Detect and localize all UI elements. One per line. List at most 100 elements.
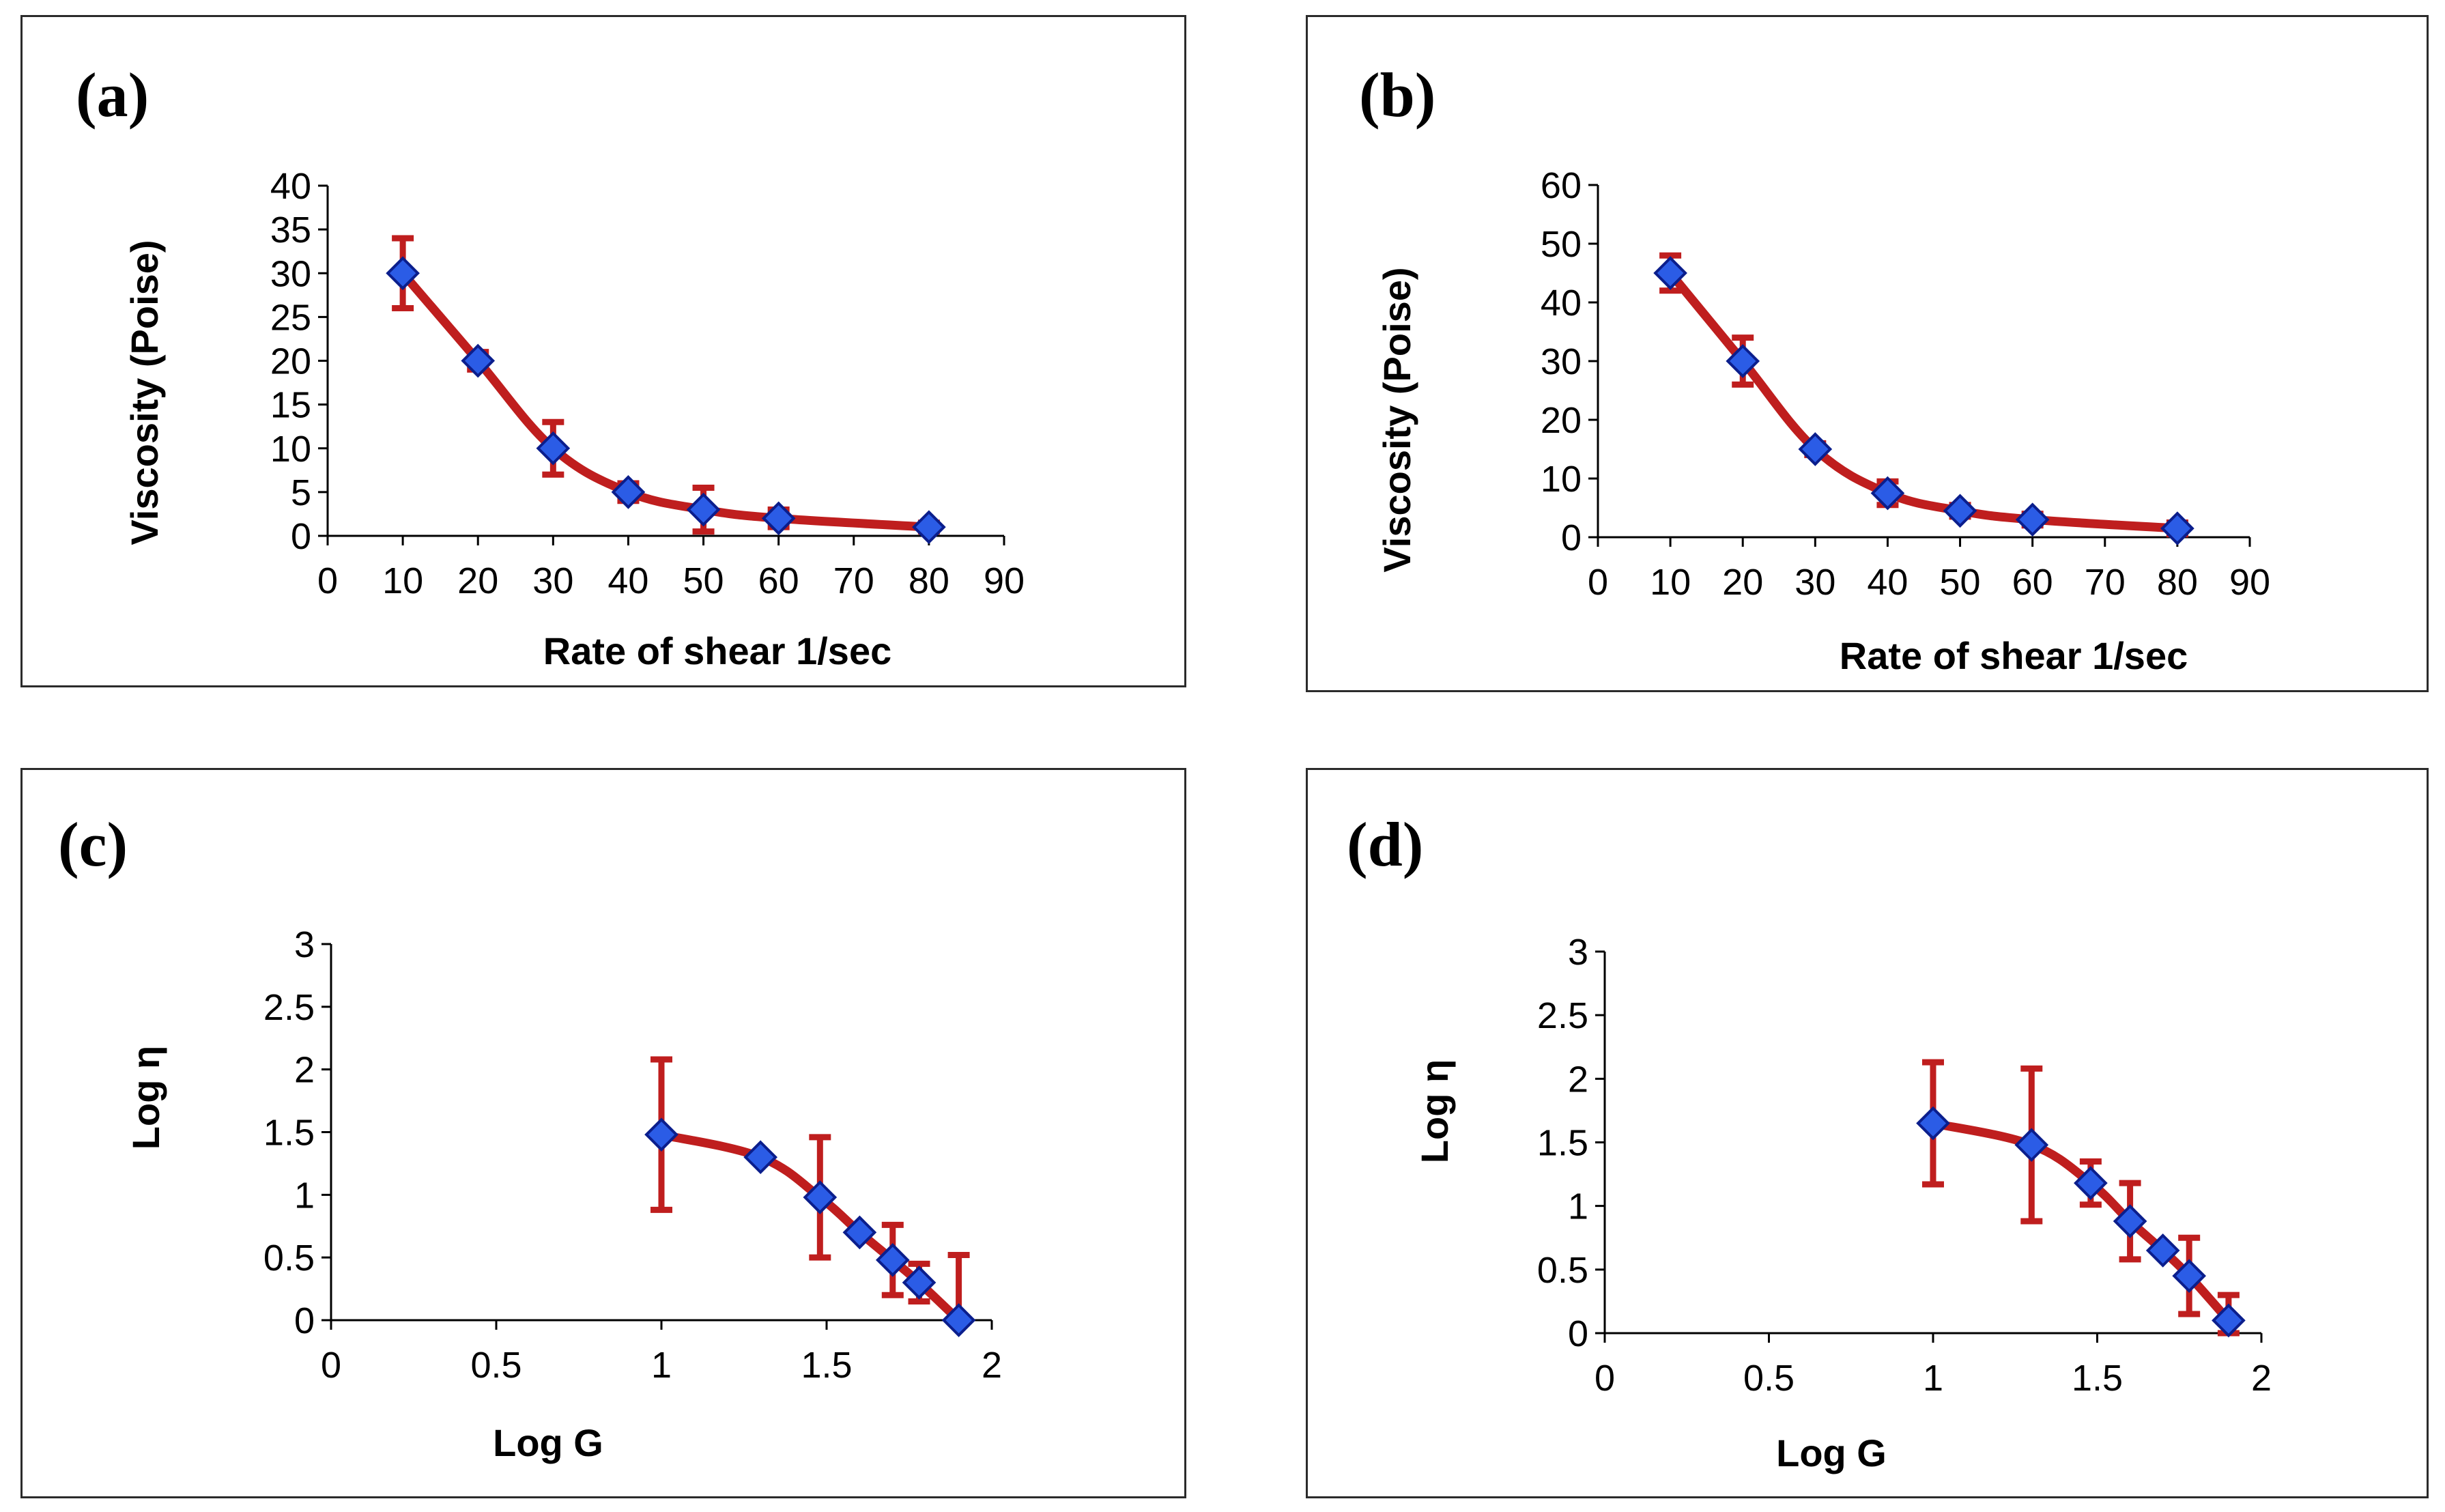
data-point (1916, 1106, 1950, 1141)
data-point (386, 256, 420, 291)
x-tick-label: 1.5 (2072, 1358, 2123, 1399)
panel-label: (d) (1347, 810, 1423, 879)
x-tick-label: 80 (2157, 562, 2198, 603)
y-tick-label: 30 (270, 253, 311, 294)
y-tick-label: 0 (294, 1300, 315, 1341)
data-point (2113, 1204, 2147, 1238)
y-tick-label: 0.5 (1537, 1250, 1588, 1291)
y-tick-label: 10 (1541, 459, 1582, 500)
panel-label: (c) (58, 810, 128, 879)
y-axis-label: Log η (1413, 1059, 1456, 1163)
data-point (743, 1140, 778, 1175)
panel-label: (b) (1359, 60, 1435, 130)
y-tick-label: 3 (294, 924, 315, 965)
x-tick-label: 0.5 (1743, 1358, 1795, 1399)
data-point (941, 1303, 976, 1337)
y-tick-label: 2.5 (1537, 995, 1588, 1036)
y-tick-label: 20 (270, 341, 311, 382)
data-point (761, 501, 796, 536)
data-point (686, 492, 721, 527)
x-axis-label: Log G (1776, 1431, 1887, 1474)
data-point (1870, 476, 1905, 511)
chart-panel-b: (b) 0 10 20 30 40 50 60 0 10 20 30 40 50 60 70 80 90 Rat… (1306, 15, 2429, 692)
y-tick-label: 5 (291, 472, 311, 513)
data-point (2074, 1166, 2108, 1200)
x-tick-label: 70 (833, 560, 874, 601)
y-tick-label: 1 (1568, 1186, 1588, 1227)
y-tick-label: 30 (1541, 341, 1582, 382)
chart-panel-c: (c) 0 0.5 1 1.5 2 2.5 3 0 0.5 1 1.5 2 Log G Log η (20, 768, 1186, 1498)
data-point (2172, 1259, 2207, 1293)
y-tick-label: 2 (1568, 1059, 1588, 1100)
data-point (611, 475, 646, 509)
y-tick-label: 10 (270, 429, 311, 470)
y-tick-label: 40 (1541, 283, 1582, 324)
x-tick-label: 1.5 (801, 1345, 852, 1386)
x-tick-label: 0 (321, 1345, 341, 1386)
data-point (2015, 502, 2050, 537)
y-tick-label: 60 (1541, 165, 1582, 206)
series-line (1665, 268, 2182, 533)
y-tick-label: 40 (270, 166, 311, 207)
x-axis-label: Rate of shear 1/sec (1840, 634, 2188, 677)
x-tick-label: 20 (1722, 562, 1763, 603)
y-tick-label: 3 (1568, 932, 1588, 973)
x-tick-label: 2 (982, 1345, 1002, 1386)
y-tick-label: 1.5 (1537, 1123, 1588, 1164)
y-tick-label: 15 (270, 385, 311, 426)
x-tick-label: 50 (1940, 562, 1981, 603)
x-tick-label: 50 (683, 560, 724, 601)
y-tick-label: 35 (270, 210, 311, 251)
chart-svg-b: (b) 0 10 20 30 40 50 60 0 10 20 30 40 50 60 70 80 90 Rat… (1359, 60, 2270, 677)
x-tick-label: 0 (1588, 562, 1608, 603)
data-point (1943, 494, 1977, 528)
x-axis-label: Log G (493, 1421, 603, 1464)
y-tick-label: 2.5 (263, 987, 315, 1028)
x-tick-label: 60 (2012, 562, 2053, 603)
x-tick-label: 10 (1650, 562, 1691, 603)
axes (318, 184, 1005, 545)
x-tick-label: 40 (607, 560, 648, 601)
x-tick-label: 0 (1595, 1358, 1615, 1399)
x-tick-label: 40 (1867, 562, 1908, 603)
data-point (644, 1117, 678, 1152)
x-tick-label: 30 (532, 560, 573, 601)
x-tick-label: 20 (457, 560, 498, 601)
x-tick-label: 70 (2085, 562, 2126, 603)
y-tick-label: 0 (1568, 1313, 1588, 1354)
axes (321, 943, 993, 1330)
data-point (842, 1215, 877, 1250)
series-line (1928, 1119, 2233, 1325)
axes (1595, 950, 2263, 1343)
data-point (803, 1180, 838, 1214)
data-point (1726, 344, 1760, 378)
data-point (2145, 1233, 2180, 1268)
x-tick-label: 0.5 (470, 1345, 521, 1386)
y-tick-label: 0 (1561, 517, 1582, 558)
x-tick-label: 80 (909, 560, 949, 601)
y-tick-label: 0 (291, 516, 311, 557)
data-point (912, 510, 946, 545)
data-point (2212, 1303, 2246, 1338)
x-tick-label: 10 (382, 560, 423, 601)
chart-panel-a: (a) 0 5 10 15 20 25 30 35 40 0 10 20 30 40 50 60 70 80 90 … (20, 15, 1186, 687)
x-tick-label: 2 (2251, 1358, 2272, 1399)
x-tick-label: 30 (1795, 562, 1835, 603)
data-point (902, 1266, 936, 1300)
series-line (398, 268, 934, 532)
y-axis-label: Viscosity (Poise) (123, 240, 166, 545)
data-point (2160, 511, 2194, 545)
data-point (1653, 256, 1687, 290)
y-tick-label: 2 (294, 1050, 315, 1091)
y-tick-label: 1.5 (263, 1113, 315, 1154)
x-tick-label: 90 (984, 560, 1025, 601)
chart-panel-d: (d) 0 0.5 1 1.5 2 2.5 3 0 0.5 1 1.5 2 Log G Log η (1306, 768, 2429, 1498)
data-point (2014, 1128, 2049, 1162)
panel-label: (a) (76, 60, 149, 130)
y-tick-label: 0.5 (263, 1238, 315, 1279)
axes (1588, 184, 2251, 547)
x-tick-label: 1 (1923, 1358, 1943, 1399)
y-tick-label: 20 (1541, 400, 1582, 441)
chart-svg-d: (d) 0 0.5 1 1.5 2 2.5 3 0 0.5 1 1.5 2 Log G Log η (1347, 810, 2272, 1474)
